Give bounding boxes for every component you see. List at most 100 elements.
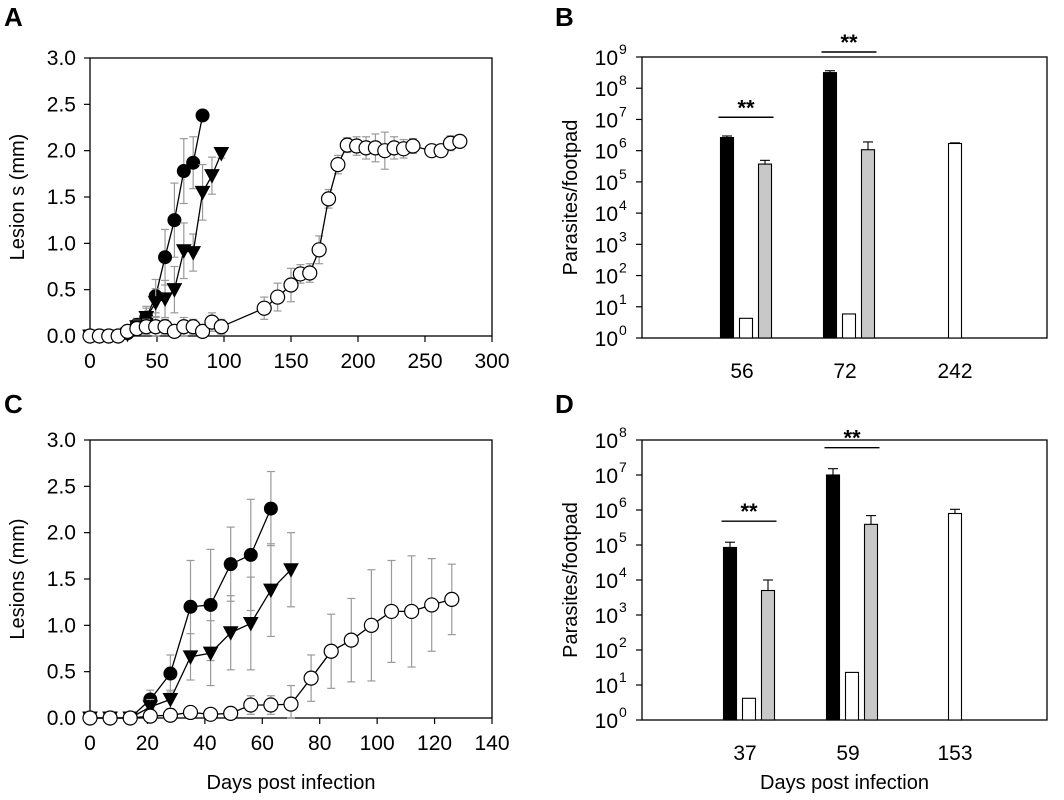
x-axis-label: Days post infection xyxy=(207,772,376,794)
y-tick-label-exponent: 6 xyxy=(619,494,627,510)
y-tick-label-base: 10 xyxy=(595,203,618,226)
x-axis-label: Days post infection xyxy=(760,772,929,794)
data-point-triangle xyxy=(182,650,199,665)
y-tick-label: 1.0 xyxy=(47,232,76,255)
y-tick-label-exponent: 5 xyxy=(619,166,627,182)
y-tick-label-exponent: 4 xyxy=(619,197,627,213)
y-tick-label-exponent: 7 xyxy=(619,103,627,119)
bar xyxy=(757,163,773,339)
data-point-open-circle xyxy=(122,710,138,726)
bar xyxy=(822,72,838,339)
data-point-filled-circle xyxy=(263,501,278,516)
data-point-triangle xyxy=(263,583,279,599)
x-tick-label: 120 xyxy=(417,732,452,755)
data-point-triangle xyxy=(162,692,179,708)
data-point-open-circle xyxy=(311,242,327,258)
series-3 xyxy=(82,131,468,344)
y-tick-label: 0.5 xyxy=(47,661,76,684)
data-point-open-circle xyxy=(383,603,400,620)
y-axis-label: Parasites/footpad xyxy=(560,120,582,276)
data-point-open-circle xyxy=(302,265,318,281)
y-tick-label-base: 10 xyxy=(595,234,618,257)
data-point-open-circle xyxy=(405,138,421,154)
y-tick-label-exponent: 8 xyxy=(619,72,627,88)
data-point-open-circle xyxy=(363,617,379,633)
data-point-filled-circle xyxy=(195,108,210,123)
y-tick-label-base: 10 xyxy=(595,78,618,101)
x-tick-label: 20 xyxy=(136,732,159,755)
x-tick-label: 0 xyxy=(84,732,96,755)
y-tick-label-exponent: 1 xyxy=(619,291,627,307)
y-tick-label: 2.0 xyxy=(47,140,76,163)
x-tick-label: 150 xyxy=(273,350,308,373)
panel-letter-c: C xyxy=(4,389,23,419)
data-point-triangle xyxy=(283,563,299,578)
data-point-filled-circle xyxy=(243,547,258,562)
data-point-open-circle xyxy=(256,300,272,316)
bar xyxy=(738,317,754,339)
y-tick-label-base: 10 xyxy=(595,430,618,453)
y-axis-label: Parasites/footpad xyxy=(560,502,582,658)
bar xyxy=(741,697,757,721)
y-tick-label-base: 10 xyxy=(595,605,618,628)
data-point-open-circle xyxy=(320,191,337,207)
data-point-open-circle xyxy=(142,708,158,724)
data-point-triangle xyxy=(147,296,164,311)
data-point-triangle xyxy=(213,146,230,162)
x-tick-label: 300 xyxy=(474,350,509,373)
data-point-triangle xyxy=(242,616,259,632)
y-tick-label-exponent: 6 xyxy=(619,135,627,151)
x-category-label: 153 xyxy=(937,742,972,765)
x-tick-label: 250 xyxy=(407,350,442,373)
y-tick-label-exponent: 1 xyxy=(619,669,627,685)
x-tick-label: 0 xyxy=(84,350,96,373)
significance-label: ** xyxy=(843,426,861,451)
chart-a-lesion-time-course: 0 50 100 150 200 250 300 0.0 0.5 1.0 1.5 2.0 2.5 3.0 L… xyxy=(7,47,510,373)
series-1 xyxy=(83,470,278,725)
y-tick-label-exponent: 8 xyxy=(619,424,627,440)
x-tick-label: 60 xyxy=(251,732,274,755)
data-point-filled-circle xyxy=(176,164,191,179)
data-point-open-circle xyxy=(283,696,299,712)
y-tick-label-base: 10 xyxy=(595,675,618,698)
data-point-filled-circle xyxy=(203,597,218,612)
y-tick-label: 0.0 xyxy=(47,325,76,348)
y-tick-label: 1.5 xyxy=(47,186,76,209)
data-point-open-circle xyxy=(243,697,259,713)
y-tick-label-base: 10 xyxy=(595,535,618,558)
data-point-triangle xyxy=(138,310,155,326)
y-tick-label-base: 10 xyxy=(595,640,618,663)
data-point-open-circle xyxy=(182,704,199,721)
panel-letter-d: D xyxy=(555,389,574,419)
data-point-open-circle xyxy=(203,706,219,722)
y-tick-label-base: 10 xyxy=(595,172,618,195)
x-category-label: 37 xyxy=(733,742,756,765)
data-point-open-circle xyxy=(303,670,319,686)
data-point-open-circle xyxy=(270,289,286,305)
y-tick-label: 1.0 xyxy=(47,614,76,637)
data-point-triangle xyxy=(185,246,202,261)
x-tick-label: 140 xyxy=(474,732,509,755)
y-tick-label-base: 10 xyxy=(595,328,618,351)
bar xyxy=(947,142,963,339)
x-tick-label: 80 xyxy=(308,732,331,755)
data-point-triangle xyxy=(194,185,211,201)
chart-c-lesion-time-course: 0 20 40 60 80 100 120 140 0.0 0.5 1.0 1.5 2.0 2.5 3.0 L… xyxy=(7,429,510,794)
data-point-open-circle xyxy=(283,277,299,293)
data-point-open-circle xyxy=(102,710,118,726)
data-point-open-circle xyxy=(343,632,359,648)
data-point-triangle xyxy=(142,700,159,715)
data-point-open-circle xyxy=(452,133,468,149)
data-point-open-circle xyxy=(323,643,339,659)
significance-label: ** xyxy=(840,30,858,55)
x-tick-label: 40 xyxy=(193,732,216,755)
series-3 xyxy=(82,555,460,726)
data-point-open-circle xyxy=(223,705,239,721)
y-tick-label-exponent: 5 xyxy=(619,529,627,545)
data-point-filled-circle xyxy=(158,250,173,265)
significance-label: ** xyxy=(737,95,755,120)
y-tick-label-exponent: 3 xyxy=(619,599,627,615)
data-point-open-circle xyxy=(213,319,229,335)
